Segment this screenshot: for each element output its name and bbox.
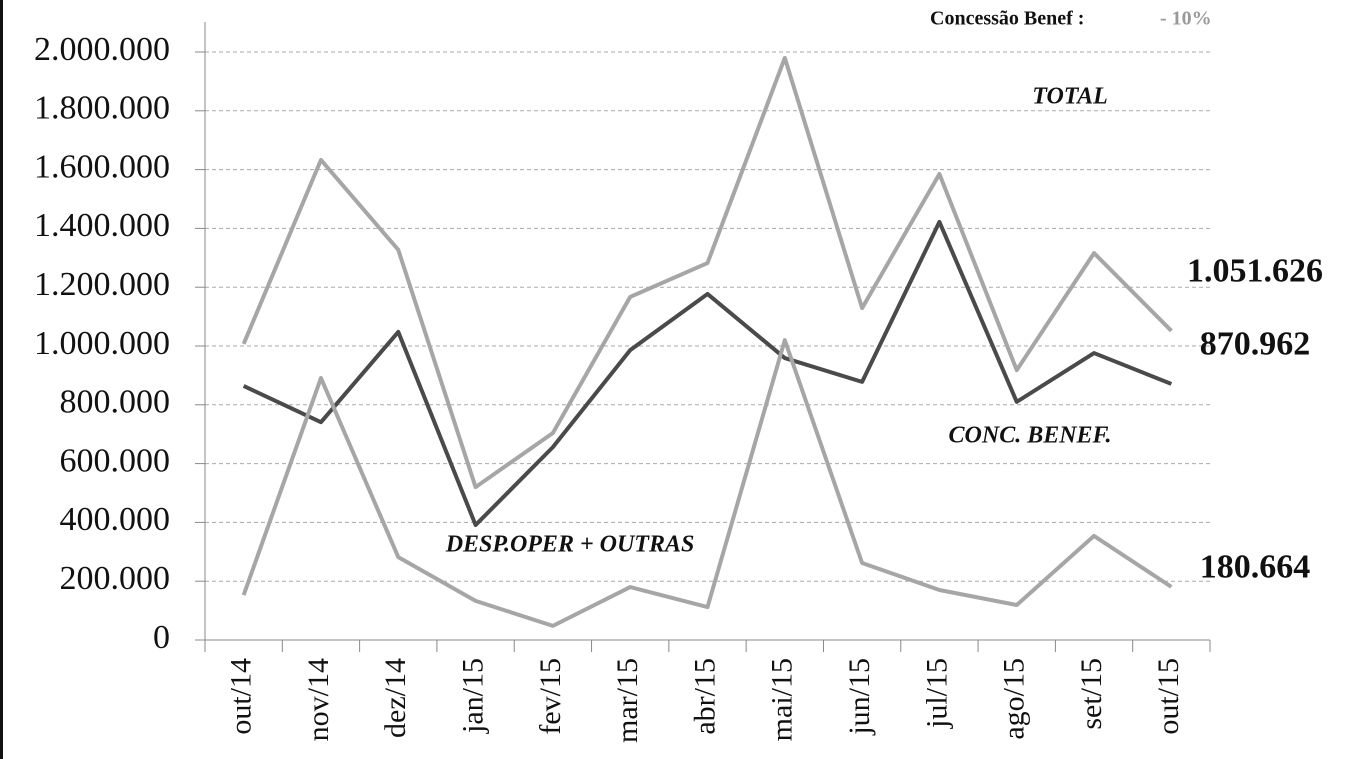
value-label: 180.664	[1200, 549, 1311, 586]
x-tick-label: out/15	[1152, 658, 1185, 735]
y-tick-label: 1.600.000	[34, 148, 170, 185]
value-label: 870.962	[1200, 326, 1311, 363]
line	[241, 338, 1173, 628]
x-tick-label: mai/15	[766, 658, 799, 741]
x-tick-label: out/14	[225, 658, 258, 735]
x-tick-label: abr/15	[688, 658, 721, 735]
y-tick-label: 1.800.000	[34, 90, 170, 127]
line	[242, 219, 1173, 528]
y-tick-label: 0	[153, 619, 170, 656]
x-tick-label: dez/14	[379, 658, 412, 738]
x-tick-label: jul/15	[920, 658, 953, 729]
y-tick-label: 1.200.000	[34, 266, 170, 303]
x-tick-label: fev/15	[534, 658, 567, 735]
y-tick-label: 2.000.000	[34, 31, 170, 68]
y-tick-label: 1.000.000	[34, 325, 170, 362]
line	[241, 55, 1173, 490]
left-border	[0, 0, 3, 759]
chart-title: Concessão Benef :	[930, 8, 1084, 30]
series-label: CONC. BENEF.	[949, 423, 1112, 449]
series-label: DESP.OPER + OUTRAS	[445, 532, 695, 558]
y-tick-label: 1.400.000	[34, 207, 170, 244]
x-tick-label: mar/15	[611, 658, 644, 743]
x-tick-label: ago/15	[998, 658, 1031, 740]
y-tick-label: 600.000	[60, 442, 171, 479]
value-label: 1.051.626	[1187, 253, 1323, 290]
y-tick-label: 400.000	[60, 501, 171, 538]
x-tick-label: jun/15	[843, 658, 876, 736]
y-tick-label: 800.000	[60, 384, 171, 421]
y-tick-label: 200.000	[60, 560, 171, 597]
x-tick-label: jan/15	[456, 658, 489, 734]
x-tick-label: nov/14	[302, 658, 335, 741]
chart-subtitle: - 10%	[1160, 8, 1212, 30]
x-tick-label: set/15	[1075, 658, 1108, 730]
series-label: TOTAL	[1032, 84, 1108, 110]
